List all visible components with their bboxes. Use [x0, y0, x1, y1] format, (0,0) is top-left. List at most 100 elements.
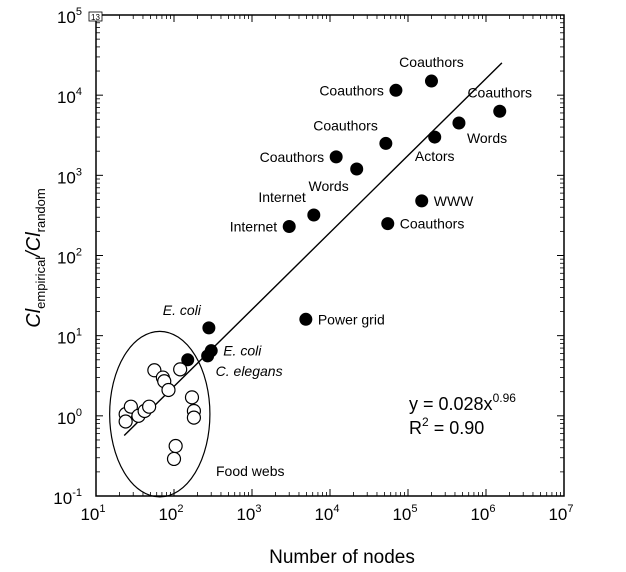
data-point-filled [181, 353, 195, 367]
data-point-filled [381, 217, 395, 231]
fit-r2: R2 = 0.90 [409, 415, 484, 438]
fit-equation-prefix: y = 0.028x [409, 394, 493, 414]
point-label: Coauthors [319, 82, 384, 98]
y-tick-exponent: 0 [76, 407, 82, 419]
y-tick-base: 10 [57, 8, 76, 27]
y-tick-base: 10 [53, 489, 72, 508]
point-label: Coauthors [467, 84, 532, 100]
point-label: WWW [434, 193, 474, 209]
x-tick-base: 10 [548, 505, 567, 524]
y-tick-exponent: 5 [76, 6, 82, 18]
y-tick-base: 10 [57, 88, 76, 107]
axis-ticks [95, 14, 565, 497]
point-label: Power grid [318, 311, 385, 327]
y-tick-exponent: 2 [76, 247, 82, 259]
y-tick-exponent: 3 [76, 166, 82, 178]
x-tick-exponent: 1 [99, 503, 105, 515]
data-point-filled [282, 220, 296, 234]
data-point-filled [299, 312, 313, 326]
y-tick-base: 10 [57, 168, 76, 187]
point-label: E. coli [223, 343, 262, 359]
x-tick-label: 106 [470, 503, 495, 524]
fit-r2-sup: 2 [422, 415, 429, 429]
data-point-filled [329, 150, 343, 164]
data-point-filled [307, 208, 321, 222]
x-tick-base: 10 [80, 505, 99, 524]
x-tick-exponent: 7 [567, 503, 573, 515]
food-webs-ellipse [109, 330, 211, 498]
y-tick-base: 10 [57, 249, 76, 268]
y-label-slash: / [23, 249, 45, 259]
point-label: Words [309, 178, 349, 194]
x-tick-exponent: 3 [255, 503, 261, 515]
fit-equation: y = 0.028x0.96 [409, 391, 516, 414]
data-point-filled [389, 83, 403, 97]
data-point-filled [493, 104, 507, 118]
x-tick-label: 107 [548, 503, 573, 524]
x-tick-base: 10 [392, 505, 411, 524]
data-point-open [166, 451, 182, 467]
y-tick-label: 105 [57, 6, 82, 27]
corner-mark-box [88, 11, 103, 22]
x-tick-exponent: 5 [411, 503, 417, 515]
point-label: Coauthors [399, 54, 464, 70]
data-point-open [142, 399, 157, 414]
data-point-open [123, 399, 138, 414]
point-label: Coauthors [260, 149, 325, 165]
point-label: Internet [258, 189, 306, 205]
y-tick-base: 10 [57, 329, 76, 348]
y-tick-label: 100 [57, 407, 82, 428]
point-label: E. coli [163, 302, 202, 318]
point-label: Actors [415, 148, 455, 164]
y-tick-exponent: -1 [72, 487, 82, 499]
food-webs-label: Food webs [216, 463, 284, 479]
fit-line [123, 62, 503, 437]
x-tick-label: 101 [80, 503, 105, 524]
x-tick-exponent: 2 [177, 503, 183, 515]
point-label: Coauthors [400, 216, 465, 232]
data-point-filled [202, 321, 216, 335]
y-label-den-sub: random [33, 188, 48, 232]
data-point-open [168, 438, 183, 454]
food-webs-ellipse-group [109, 330, 211, 498]
fit-r2-prefix: R [409, 418, 422, 438]
x-tick-base: 10 [314, 505, 333, 524]
x-tick-base: 10 [158, 505, 177, 524]
data-point-filled [379, 136, 393, 150]
x-tick-label: 105 [392, 503, 417, 524]
point-label: Words [467, 130, 507, 146]
data-point-open [173, 362, 188, 377]
axis-tick-labels: 101 102 103 104 105 106 10710-1100101102103104… [53, 6, 573, 524]
data-point-filled [424, 74, 438, 88]
point-label: C. elegans [216, 363, 283, 379]
y-tick-label: 103 [57, 166, 82, 187]
y-tick-label: 101 [57, 327, 82, 348]
point-label: Internet [230, 219, 278, 235]
data-point-open [161, 382, 176, 398]
data-point-open [184, 390, 200, 405]
y-label-num-sub: empirical [33, 257, 48, 309]
data-point-open [118, 414, 133, 429]
y-tick-base: 10 [57, 409, 76, 428]
x-tick-exponent: 6 [489, 503, 495, 515]
data-points [118, 74, 507, 467]
y-tick-label: 102 [57, 247, 82, 268]
x-tick-exponent: 4 [333, 503, 339, 515]
data-point-filled [415, 194, 429, 208]
fit-line-group [123, 62, 503, 437]
data-point-filled [350, 162, 364, 176]
y-label-num: Cl [23, 308, 45, 327]
data-point-filled [452, 116, 466, 130]
data-point-filled [428, 130, 442, 144]
x-tick-label: 102 [158, 503, 183, 524]
y-tick-label: 10-1 [53, 487, 82, 508]
point-label: Coauthors [313, 117, 378, 133]
y-axis-label: Clempirical/Clrandom [23, 188, 48, 327]
x-tick-label: 103 [236, 503, 261, 524]
y-label-den: Cl [23, 232, 45, 251]
fit-r2-suffix: = 0.90 [429, 418, 485, 438]
y-tick-label: 104 [57, 86, 82, 107]
x-axis-label: Number of nodes [269, 547, 415, 568]
